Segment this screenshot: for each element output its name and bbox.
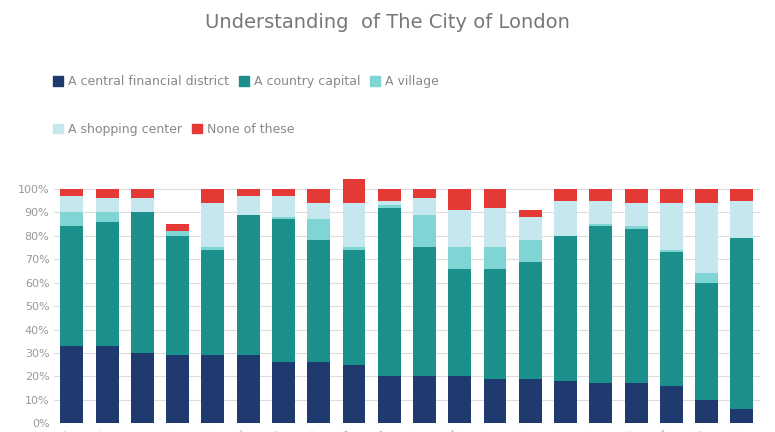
Bar — [236, 356, 260, 423]
Bar — [131, 353, 154, 423]
Bar — [166, 231, 189, 236]
Bar — [625, 229, 648, 384]
Bar — [554, 381, 577, 423]
Bar — [625, 189, 648, 203]
Bar — [660, 386, 683, 423]
Bar — [625, 203, 648, 226]
Bar — [448, 189, 471, 210]
Bar — [60, 196, 84, 212]
Bar — [236, 196, 260, 215]
Bar — [272, 189, 295, 196]
Text: Understanding  of The City of London: Understanding of The City of London — [205, 13, 570, 32]
Bar — [484, 189, 507, 208]
Bar — [272, 219, 295, 362]
Bar — [95, 198, 119, 212]
Bar — [448, 269, 471, 376]
Bar — [60, 189, 84, 196]
Legend: A shopping center, None of these: A shopping center, None of these — [53, 123, 294, 136]
Bar — [95, 212, 119, 222]
Bar — [307, 189, 330, 203]
Bar — [95, 189, 119, 198]
Bar — [518, 261, 542, 379]
Bar — [131, 189, 154, 198]
Bar — [484, 248, 507, 269]
Bar — [166, 236, 189, 356]
Bar — [730, 409, 753, 423]
Bar — [272, 196, 295, 217]
Bar — [518, 210, 542, 217]
Bar — [413, 215, 436, 248]
Bar — [448, 376, 471, 423]
Bar — [695, 273, 718, 283]
Bar — [307, 203, 330, 219]
Bar — [448, 248, 471, 269]
Bar — [589, 189, 612, 200]
Bar — [202, 203, 225, 248]
Bar — [730, 200, 753, 238]
Bar — [60, 212, 84, 226]
Bar — [484, 269, 507, 379]
Bar — [166, 356, 189, 423]
Bar — [307, 241, 330, 362]
Bar — [202, 250, 225, 356]
Bar — [377, 189, 401, 200]
Bar — [625, 384, 648, 423]
Bar — [307, 219, 330, 241]
Bar — [377, 208, 401, 376]
Bar — [518, 241, 542, 261]
Bar — [202, 248, 225, 250]
Bar — [343, 365, 366, 423]
Bar — [484, 379, 507, 423]
Bar — [236, 189, 260, 196]
Bar — [554, 200, 577, 236]
Bar — [60, 346, 84, 423]
Legend: A central financial district, A country capital, A village: A central financial district, A country … — [53, 75, 439, 89]
Bar — [166, 224, 189, 231]
Bar — [413, 376, 436, 423]
Bar — [202, 189, 225, 203]
Bar — [413, 198, 436, 215]
Bar — [413, 248, 436, 376]
Bar — [95, 346, 119, 423]
Bar — [413, 189, 436, 198]
Bar — [695, 283, 718, 400]
Bar — [131, 198, 154, 212]
Bar — [343, 203, 366, 248]
Bar — [343, 248, 366, 250]
Bar — [484, 208, 507, 248]
Bar — [60, 226, 84, 346]
Bar — [660, 189, 683, 203]
Bar — [202, 356, 225, 423]
Bar — [518, 379, 542, 423]
Bar — [589, 224, 612, 226]
Bar — [131, 212, 154, 353]
Bar — [448, 210, 471, 248]
Bar — [660, 203, 683, 250]
Bar — [660, 250, 683, 252]
Bar — [377, 376, 401, 423]
Bar — [343, 250, 366, 365]
Bar — [589, 226, 612, 384]
Bar — [695, 189, 718, 203]
Bar — [695, 203, 718, 273]
Bar — [272, 217, 295, 219]
Bar — [518, 217, 542, 241]
Bar — [377, 205, 401, 208]
Bar — [554, 236, 577, 381]
Bar — [695, 400, 718, 423]
Bar — [730, 238, 753, 409]
Bar — [589, 200, 612, 224]
Bar — [343, 179, 366, 203]
Bar — [236, 215, 260, 356]
Bar — [307, 362, 330, 423]
Bar — [589, 384, 612, 423]
Bar — [377, 200, 401, 205]
Bar — [625, 226, 648, 229]
Bar — [95, 222, 119, 346]
Bar — [272, 362, 295, 423]
Bar — [730, 189, 753, 200]
Bar — [554, 189, 577, 200]
Bar — [660, 252, 683, 386]
